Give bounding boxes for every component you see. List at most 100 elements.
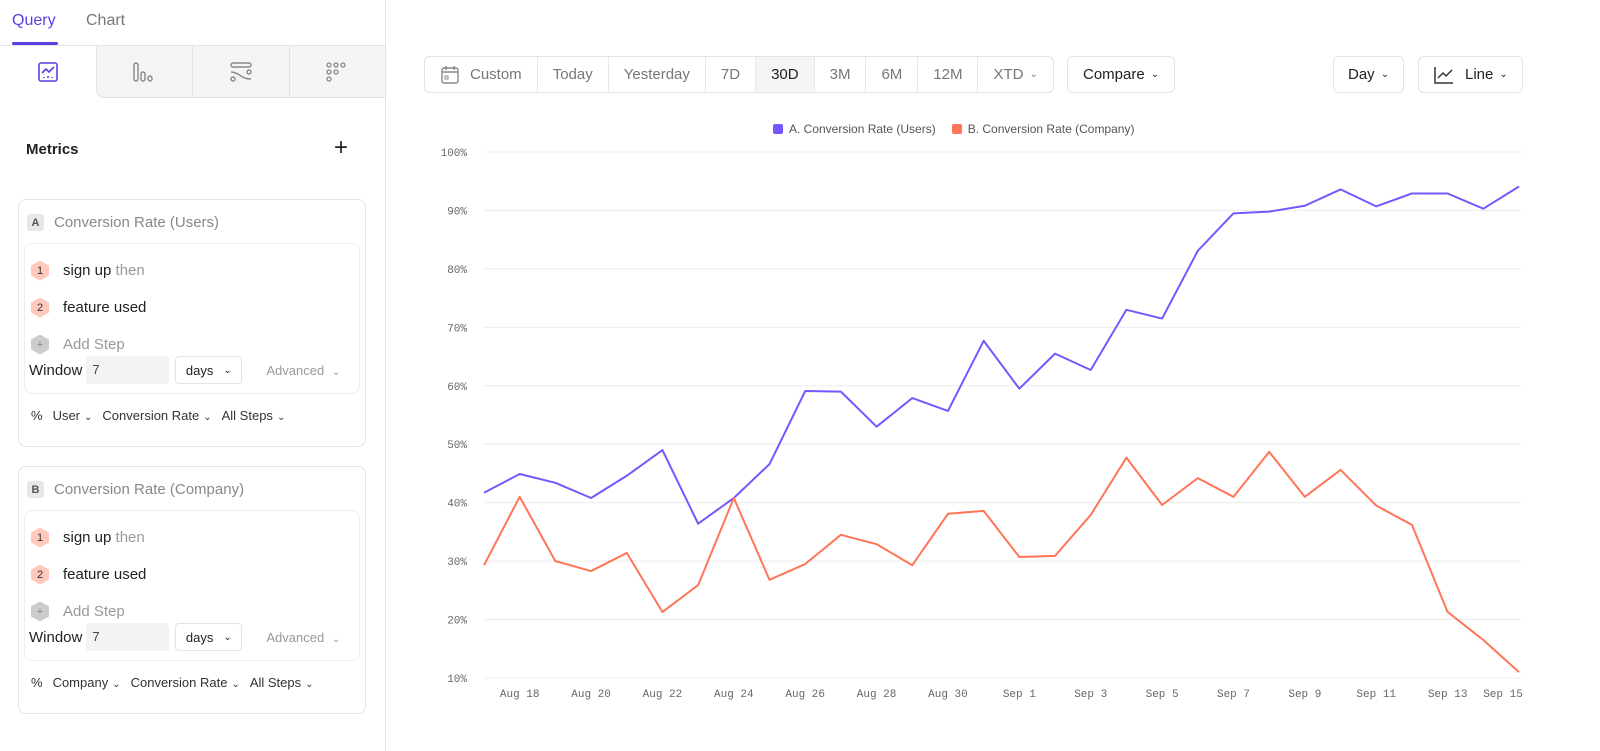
data-point[interactable] — [551, 479, 559, 487]
data-point[interactable] — [908, 561, 916, 569]
funnel-step[interactable]: 2 feature used — [31, 289, 359, 326]
data-point[interactable] — [1087, 511, 1095, 519]
steps-dropdown[interactable]: All Steps ⌄ — [222, 408, 286, 423]
data-point[interactable] — [1515, 668, 1523, 676]
data-point[interactable] — [1444, 189, 1452, 197]
legend-item-b[interactable]: B. Conversion Rate (Company) — [951, 122, 1134, 136]
data-point[interactable] — [623, 549, 631, 557]
data-point[interactable] — [944, 510, 952, 518]
data-point[interactable] — [658, 446, 666, 454]
data-point[interactable] — [1408, 521, 1416, 529]
measure-dropdown[interactable]: Conversion Rate ⌄ — [131, 675, 240, 690]
range-custom[interactable]: Custom — [425, 57, 537, 92]
data-point[interactable] — [873, 540, 881, 548]
add-metric-button[interactable]: + — [334, 136, 348, 160]
metric-title[interactable]: Conversion Rate (Company) — [54, 481, 245, 498]
data-point[interactable] — [1301, 202, 1309, 210]
range-7d[interactable]: 7D — [704, 57, 755, 92]
data-point[interactable] — [1051, 350, 1059, 358]
data-point[interactable] — [1265, 448, 1273, 456]
data-point[interactable] — [587, 494, 595, 502]
data-point[interactable] — [908, 394, 916, 402]
data-point[interactable] — [1515, 182, 1523, 190]
range-xtd[interactable]: XTD ⌄ — [977, 57, 1052, 92]
data-point[interactable] — [516, 470, 524, 478]
add-step-button[interactable]: + Add Step — [31, 326, 359, 363]
aggregation-dropdown[interactable]: Company ⌄ — [53, 675, 121, 690]
data-point[interactable] — [766, 460, 774, 468]
window-input[interactable]: 7 — [86, 356, 170, 384]
data-point[interactable] — [1229, 209, 1237, 217]
data-point[interactable] — [1337, 185, 1345, 193]
data-point[interactable] — [1372, 502, 1380, 510]
data-point[interactable] — [1122, 454, 1130, 462]
series-line-b[interactable] — [483, 450, 1520, 673]
data-point[interactable] — [1372, 202, 1380, 210]
data-point[interactable] — [480, 561, 488, 569]
advanced-dropdown[interactable]: Advanced ⌄ — [266, 363, 340, 378]
data-point[interactable] — [1337, 466, 1345, 474]
legend-item-a[interactable]: A. Conversion Rate (Users) — [773, 122, 936, 136]
range-6m[interactable]: 6M — [865, 57, 917, 92]
steps-dropdown[interactable]: All Steps ⌄ — [250, 675, 314, 690]
window-unit-dropdown[interactable]: days ⌄ — [175, 623, 243, 651]
insights-view-button[interactable] — [0, 46, 96, 98]
data-point[interactable] — [1194, 247, 1202, 255]
tab-query[interactable]: Query — [12, 12, 56, 29]
data-point[interactable] — [694, 520, 702, 528]
data-point[interactable] — [480, 489, 488, 497]
data-point[interactable] — [801, 560, 809, 568]
data-point[interactable] — [516, 493, 524, 501]
data-point[interactable] — [801, 387, 809, 395]
data-point[interactable] — [944, 407, 952, 415]
metric-title[interactable]: Conversion Rate (Users) — [54, 214, 220, 231]
aggregation-dropdown[interactable]: User ⌄ — [53, 408, 93, 423]
data-point[interactable] — [1051, 552, 1059, 560]
compare-button[interactable]: Compare ⌄ — [1067, 56, 1176, 93]
data-point[interactable] — [1479, 205, 1487, 213]
data-point[interactable] — [980, 507, 988, 515]
data-point[interactable] — [837, 531, 845, 539]
range-today[interactable]: Today — [536, 57, 608, 92]
data-point[interactable] — [980, 337, 988, 345]
series-line-a[interactable] — [483, 185, 1520, 525]
data-point[interactable] — [1015, 553, 1023, 561]
chart-type-dropdown[interactable]: Line ⌄ — [1418, 56, 1523, 93]
funnels-view-button[interactable] — [95, 46, 192, 98]
data-point[interactable] — [1229, 493, 1237, 501]
add-step-button[interactable]: + Add Step — [31, 593, 359, 630]
flows-view-button[interactable] — [192, 46, 289, 98]
data-point[interactable] — [551, 557, 559, 565]
data-point[interactable] — [1087, 366, 1095, 374]
data-point[interactable] — [587, 567, 595, 575]
data-point[interactable] — [730, 494, 738, 502]
range-30d[interactable]: 30D — [755, 57, 814, 92]
data-point[interactable] — [1158, 501, 1166, 509]
data-point[interactable] — [623, 472, 631, 480]
data-point[interactable] — [1015, 385, 1023, 393]
data-point[interactable] — [1158, 315, 1166, 323]
window-input[interactable]: 7 — [86, 623, 170, 651]
data-point[interactable] — [694, 581, 702, 589]
data-point[interactable] — [1194, 474, 1202, 482]
measure-dropdown[interactable]: Conversion Rate ⌄ — [102, 408, 211, 423]
data-point[interactable] — [1301, 493, 1309, 501]
funnel-step[interactable]: 1 sign up then — [31, 252, 359, 289]
data-point[interactable] — [1122, 306, 1130, 314]
data-point[interactable] — [658, 608, 666, 616]
data-point[interactable] — [1265, 208, 1273, 216]
range-3m[interactable]: 3M — [813, 57, 866, 92]
range-12m[interactable]: 12M — [917, 57, 977, 92]
data-point[interactable] — [837, 388, 845, 396]
tab-chart[interactable]: Chart — [86, 12, 126, 29]
data-point[interactable] — [1479, 636, 1487, 644]
funnel-step[interactable]: 2 feature used — [31, 556, 359, 593]
range-yesterday[interactable]: Yesterday — [607, 57, 705, 92]
advanced-dropdown[interactable]: Advanced ⌄ — [266, 630, 340, 645]
window-unit-dropdown[interactable]: days ⌄ — [175, 356, 243, 384]
interval-dropdown[interactable]: Day ⌄ — [1333, 56, 1405, 93]
data-point[interactable] — [873, 423, 881, 431]
retention-view-button[interactable] — [288, 46, 385, 98]
data-point[interactable] — [766, 576, 774, 584]
data-point[interactable] — [1408, 189, 1416, 197]
